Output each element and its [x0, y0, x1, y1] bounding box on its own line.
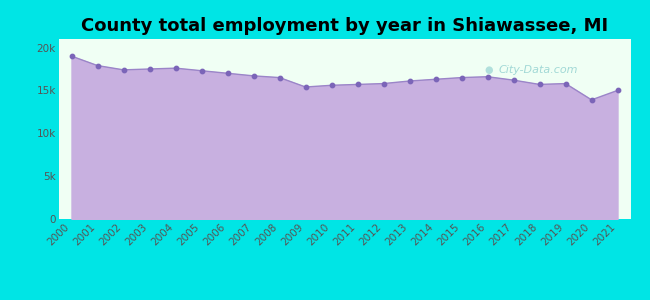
Point [66, 54, 77, 58]
Point [170, 66, 181, 70]
Point [144, 67, 155, 71]
Point [378, 81, 389, 86]
Point [248, 74, 259, 78]
Point [482, 74, 493, 79]
Point [560, 81, 571, 86]
Point [300, 85, 311, 89]
Point [456, 75, 467, 80]
Point [404, 79, 415, 83]
Text: City-Data.com: City-Data.com [499, 64, 578, 75]
Point [586, 98, 597, 102]
Text: ●: ● [485, 64, 493, 75]
Point [430, 77, 441, 82]
Point [326, 83, 337, 88]
Point [92, 63, 103, 68]
Point [118, 68, 129, 72]
Point [274, 75, 285, 80]
Point [508, 78, 519, 82]
Point [222, 71, 233, 76]
Point [196, 68, 207, 73]
Point [534, 82, 545, 87]
Point [352, 82, 363, 87]
Point [612, 88, 623, 93]
Title: County total employment by year in Shiawassee, MI: County total employment by year in Shiaw… [81, 17, 608, 35]
